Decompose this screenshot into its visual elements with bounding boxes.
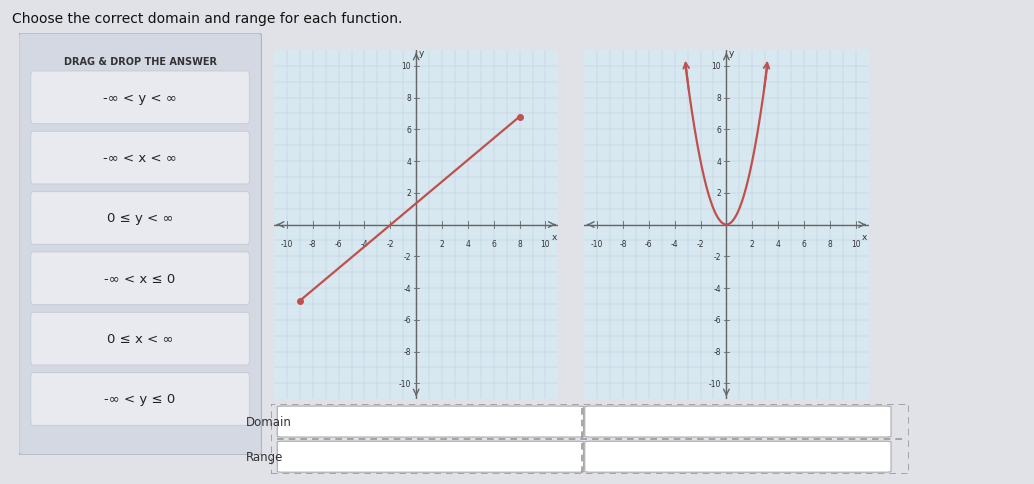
Text: DRAG & DROP THE ANSWER: DRAG & DROP THE ANSWER xyxy=(64,57,216,67)
Text: 0 ≤ x < ∞: 0 ≤ x < ∞ xyxy=(107,333,174,346)
FancyBboxPatch shape xyxy=(277,406,583,437)
Text: x: x xyxy=(862,232,868,242)
Text: -10: -10 xyxy=(709,379,722,388)
Text: -6: -6 xyxy=(645,239,652,248)
Text: -∞ < y < ∞: -∞ < y < ∞ xyxy=(103,91,177,105)
Text: 2: 2 xyxy=(750,239,755,248)
Text: -2: -2 xyxy=(387,239,394,248)
Text: Domain: Domain xyxy=(245,415,292,428)
Text: -4: -4 xyxy=(403,284,410,293)
Text: 2: 2 xyxy=(406,189,410,198)
Text: -10: -10 xyxy=(399,379,410,388)
Text: -6: -6 xyxy=(713,316,722,325)
Text: 6: 6 xyxy=(717,125,722,135)
FancyBboxPatch shape xyxy=(31,192,249,245)
Text: -10: -10 xyxy=(281,239,293,248)
Text: -2: -2 xyxy=(713,252,722,261)
Text: 10: 10 xyxy=(401,62,410,71)
Text: -∞ < x ≤ 0: -∞ < x ≤ 0 xyxy=(104,272,176,285)
Text: 6: 6 xyxy=(801,239,807,248)
Text: 8: 8 xyxy=(717,94,722,103)
Text: -10: -10 xyxy=(591,239,603,248)
Text: -8: -8 xyxy=(713,348,722,356)
Text: y: y xyxy=(729,48,734,58)
Text: 8: 8 xyxy=(406,94,410,103)
FancyBboxPatch shape xyxy=(31,373,249,425)
Text: 6: 6 xyxy=(491,239,496,248)
FancyBboxPatch shape xyxy=(31,313,249,365)
Text: -6: -6 xyxy=(335,239,342,248)
Text: 8: 8 xyxy=(517,239,522,248)
Text: -4: -4 xyxy=(361,239,368,248)
Text: -4: -4 xyxy=(713,284,722,293)
FancyBboxPatch shape xyxy=(585,441,891,472)
Text: 2: 2 xyxy=(439,239,445,248)
Text: y: y xyxy=(419,48,424,58)
Text: 10: 10 xyxy=(851,239,860,248)
Text: -2: -2 xyxy=(697,239,704,248)
Text: 4: 4 xyxy=(406,157,410,166)
FancyBboxPatch shape xyxy=(585,406,891,437)
Text: 10: 10 xyxy=(711,62,722,71)
Text: 4: 4 xyxy=(717,157,722,166)
Text: -2: -2 xyxy=(403,252,410,261)
Text: 10: 10 xyxy=(541,239,550,248)
Text: -4: -4 xyxy=(671,239,678,248)
FancyBboxPatch shape xyxy=(31,72,249,124)
FancyBboxPatch shape xyxy=(19,34,262,455)
Text: 2: 2 xyxy=(717,189,722,198)
Text: -8: -8 xyxy=(309,239,316,248)
Text: -6: -6 xyxy=(403,316,410,325)
FancyBboxPatch shape xyxy=(31,132,249,184)
Text: Range: Range xyxy=(245,450,282,463)
Text: 4: 4 xyxy=(776,239,781,248)
Text: 4: 4 xyxy=(465,239,470,248)
FancyBboxPatch shape xyxy=(277,441,583,472)
Text: 0 ≤ y < ∞: 0 ≤ y < ∞ xyxy=(107,212,174,225)
Text: -∞ < y ≤ 0: -∞ < y ≤ 0 xyxy=(104,393,176,406)
FancyBboxPatch shape xyxy=(31,253,249,305)
Text: -8: -8 xyxy=(619,239,627,248)
Text: Choose the correct domain and range for each function.: Choose the correct domain and range for … xyxy=(12,12,403,26)
Text: 6: 6 xyxy=(406,125,410,135)
Text: x: x xyxy=(552,232,557,242)
Text: -8: -8 xyxy=(403,348,410,356)
Text: -∞ < x < ∞: -∞ < x < ∞ xyxy=(103,152,177,165)
Text: 8: 8 xyxy=(827,239,832,248)
